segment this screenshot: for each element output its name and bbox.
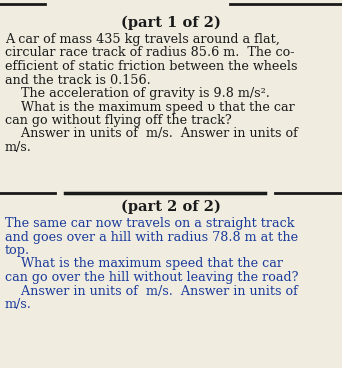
Text: (part 1 of 2): (part 1 of 2) [121,16,221,31]
Text: and the track is 0.156.: and the track is 0.156. [5,74,151,86]
Text: What is the maximum speed υ that the car: What is the maximum speed υ that the car [5,100,295,113]
Text: m/s.: m/s. [5,141,32,154]
Text: can go without flying off the track?: can go without flying off the track? [5,114,232,127]
Text: (part 2 of 2): (part 2 of 2) [121,200,221,215]
Text: circular race track of radius 85.6 m.  The co-: circular race track of radius 85.6 m. Th… [5,46,294,60]
Text: A car of mass 435 kg travels around a flat,: A car of mass 435 kg travels around a fl… [5,33,280,46]
Text: can go over the hill without leaving the road?: can go over the hill without leaving the… [5,271,299,284]
Text: efficient of static friction between the wheels: efficient of static friction between the… [5,60,298,73]
Text: top.: top. [5,244,30,257]
Text: Answer in units of  m/s.  Answer in units of: Answer in units of m/s. Answer in units … [5,284,298,297]
Text: and goes over a hill with radius 78.8 m at the: and goes over a hill with radius 78.8 m … [5,230,298,244]
Text: The acceleration of gravity is 9.8 m/s².: The acceleration of gravity is 9.8 m/s². [5,87,270,100]
Text: m/s.: m/s. [5,298,32,311]
Text: The same car now travels on a straight track: The same car now travels on a straight t… [5,217,294,230]
Text: What is the maximum speed that the car: What is the maximum speed that the car [5,258,283,270]
Text: Answer in units of  m/s.  Answer in units of: Answer in units of m/s. Answer in units … [5,127,298,141]
